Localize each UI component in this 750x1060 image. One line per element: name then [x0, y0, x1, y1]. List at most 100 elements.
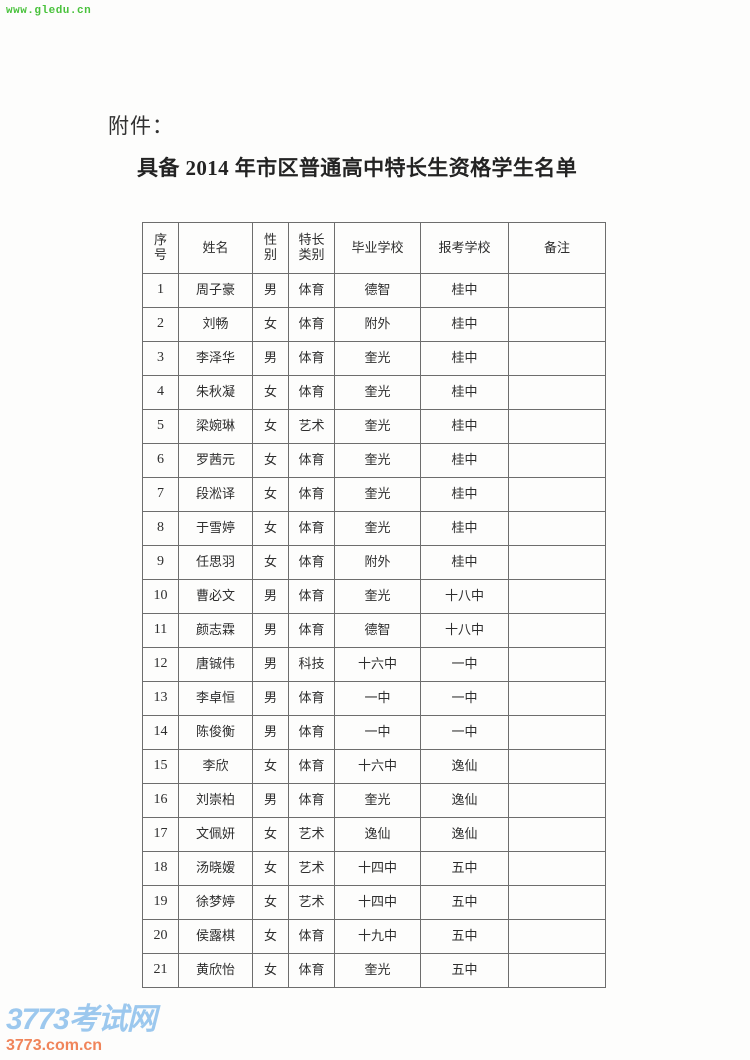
cell-note	[508, 375, 606, 410]
cell-graduated-school: 十四中	[334, 851, 421, 886]
table-row: 14 陈俊衡男体育 一中 一中	[142, 715, 606, 750]
cell-note	[508, 681, 606, 716]
cell-name: 刘畅	[178, 307, 253, 342]
cell-specialty-type: 艺术	[288, 851, 335, 886]
cell-sex: 男	[252, 783, 289, 818]
cell-graduated-school: 德智	[334, 273, 421, 308]
cell-specialty-type: 体育	[288, 511, 335, 546]
cell-sex: 男	[252, 647, 289, 682]
cell-index: 7	[142, 477, 179, 512]
table-row: 10 曹必文男体育 奎光 十八中	[142, 579, 606, 614]
cell-name: 文佩妍	[178, 817, 253, 852]
cell-graduated-school: 奎光	[334, 341, 421, 376]
cell-specialty-type: 体育	[288, 919, 335, 954]
cell-specialty-type: 体育	[288, 477, 335, 512]
cell-graduated-school: 十六中	[334, 647, 421, 682]
cell-name: 唐铖伟	[178, 647, 253, 682]
cell-index: 9	[142, 545, 179, 580]
column-header-sex-line1: 性	[263, 232, 277, 248]
site-watermark-top: www.gledu.cn	[6, 5, 92, 17]
cell-specialty-type: 体育	[288, 273, 335, 308]
cell-name: 徐梦婷	[178, 885, 253, 920]
cell-graduated-school: 奎光	[334, 783, 421, 818]
table-row: 4 朱秋凝女体育 奎光 桂中	[142, 375, 606, 410]
cell-applied-school: 五中	[420, 953, 509, 988]
cell-index: 18	[142, 851, 179, 886]
cell-sex: 女	[252, 919, 289, 954]
cell-specialty-type: 体育	[288, 715, 335, 750]
cell-sex: 男	[252, 613, 289, 648]
cell-name: 李欣	[178, 749, 253, 784]
student-roster-table: 序 号 姓名 性 别 特长 类别 毕业学校 报考学校 备注 1 周子豪男体育 德智桂…	[142, 222, 606, 988]
table-row: 3 李泽华男体育 奎光 桂中	[142, 341, 606, 376]
cell-sex: 女	[252, 477, 289, 512]
cell-index: 6	[142, 443, 179, 478]
column-header-sex-line2: 别	[263, 247, 277, 262]
cell-name: 于雪婷	[178, 511, 253, 546]
cell-applied-school: 桂中	[420, 443, 509, 478]
table-row: 20 侯露棋女体育 十九中 五中	[142, 919, 606, 954]
column-header-specialty-line1: 特长	[298, 232, 325, 248]
table-row: 18 汤晓嫒女艺术 十四中 五中	[142, 851, 606, 886]
cell-name: 汤晓嫒	[178, 851, 253, 886]
cell-note	[508, 307, 606, 342]
cell-index: 17	[142, 817, 179, 852]
cell-applied-school: 桂中	[420, 409, 509, 444]
cell-index: 12	[142, 647, 179, 682]
cell-applied-school: 一中	[420, 715, 509, 750]
cell-specialty-type: 体育	[288, 749, 335, 784]
cell-specialty-type: 体育	[288, 681, 335, 716]
cell-graduated-school: 奎光	[334, 953, 421, 988]
cell-graduated-school: 一中	[334, 681, 421, 716]
column-header-note: 备注	[508, 222, 606, 274]
cell-sex: 女	[252, 443, 289, 478]
cell-applied-school: 桂中	[420, 545, 509, 580]
cell-applied-school: 桂中	[420, 307, 509, 342]
cell-sex: 男	[252, 681, 289, 716]
cell-specialty-type: 艺术	[288, 409, 335, 444]
cell-graduated-school: 奎光	[334, 579, 421, 614]
cell-note	[508, 579, 606, 614]
cell-note	[508, 817, 606, 852]
table-row: 6 罗茜元女体育 奎光 桂中	[142, 443, 606, 478]
cell-applied-school: 桂中	[420, 477, 509, 512]
cell-note	[508, 511, 606, 546]
cell-sex: 女	[252, 817, 289, 852]
table-row: 11 颜志霖男体育 德智 十八中	[142, 613, 606, 648]
cell-applied-school: 五中	[420, 885, 509, 920]
cell-sex: 女	[252, 749, 289, 784]
cell-graduated-school: 一中	[334, 715, 421, 750]
cell-name: 曹必文	[178, 579, 253, 614]
column-header-graduated-school: 毕业学校	[334, 222, 421, 274]
cell-graduated-school: 奎光	[334, 409, 421, 444]
table-row: 1 周子豪男体育 德智 桂中	[142, 273, 606, 308]
cell-name: 朱秋凝	[178, 375, 253, 410]
column-header-index-line2: 号	[153, 247, 167, 262]
cell-applied-school: 十八中	[420, 613, 509, 648]
cell-sex: 女	[252, 307, 289, 342]
table-body: 1 周子豪男体育 德智 桂中 2 刘畅女体育 附外 桂中 3 李泽华男体育 奎光 桂中 4 朱秋凝女体育奎…	[142, 273, 606, 988]
cell-graduated-school: 附外	[334, 307, 421, 342]
cell-specialty-type: 体育	[288, 443, 335, 478]
cell-note	[508, 545, 606, 580]
table-row: 7 段淞译女体育 奎光 桂中	[142, 477, 606, 512]
cell-index: 3	[142, 341, 179, 376]
cell-note	[508, 885, 606, 920]
cell-sex: 男	[252, 579, 289, 614]
cell-specialty-type: 科技	[288, 647, 335, 682]
cell-specialty-type: 体育	[288, 341, 335, 376]
cell-index: 19	[142, 885, 179, 920]
cell-name: 刘崇柏	[178, 783, 253, 818]
cell-index: 16	[142, 783, 179, 818]
cell-sex: 女	[252, 511, 289, 546]
cell-graduated-school: 附外	[334, 545, 421, 580]
table-row: 8 于雪婷女体育 奎光 桂中	[142, 511, 606, 546]
cell-graduated-school: 逸仙	[334, 817, 421, 852]
cell-index: 21	[142, 953, 179, 988]
cell-note	[508, 851, 606, 886]
cell-index: 4	[142, 375, 179, 410]
cell-sex: 女	[252, 375, 289, 410]
cell-specialty-type: 体育	[288, 307, 335, 342]
cell-note	[508, 919, 606, 954]
site-watermark-url: 3773.com.cn	[6, 1037, 103, 1054]
